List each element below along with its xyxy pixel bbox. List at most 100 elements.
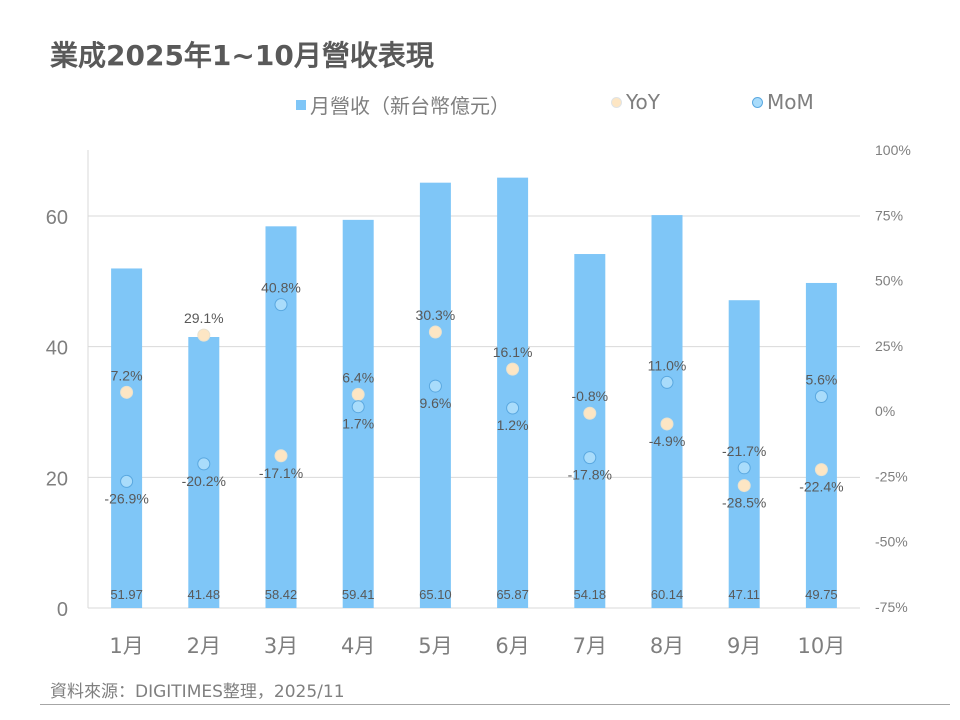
- y-tick-label: 60: [46, 207, 68, 229]
- legend: 月營收（新台幣億元） YoY MoM: [0, 90, 960, 118]
- x-tick-label: 9月: [727, 634, 761, 658]
- y2-tick-label: -75%: [875, 599, 908, 615]
- revenue-bar: [805, 282, 837, 608]
- mom-point: [274, 298, 288, 312]
- mom-point: [660, 375, 674, 389]
- yoy-value-label: 7.2%: [111, 367, 143, 383]
- revenue-value-label: 41.48: [188, 587, 221, 602]
- yoy-point: [274, 449, 288, 463]
- mom-point: [120, 474, 134, 488]
- revenue-bar: [419, 182, 451, 608]
- x-tick-label: 3月: [264, 634, 298, 658]
- y-tick-label: 20: [46, 468, 68, 490]
- yoy-value-label: 30.3%: [416, 307, 456, 323]
- revenue-value-label: 59.41: [342, 587, 375, 602]
- yoy-value-label: 6.4%: [342, 369, 374, 385]
- revenue-bar: [728, 300, 760, 608]
- mom-value-label: 1.7%: [342, 416, 374, 432]
- x-tick-label: 1月: [109, 634, 143, 658]
- x-tick-label: 8月: [650, 634, 684, 658]
- yoy-value-label: 16.1%: [493, 344, 533, 360]
- x-tick-label: 6月: [495, 634, 529, 658]
- mom-point: [428, 379, 442, 393]
- yoy-point: [583, 406, 597, 420]
- mom-point: [583, 451, 597, 465]
- footer-divider: [40, 704, 950, 705]
- mom-value-label: -17.8%: [568, 467, 612, 483]
- revenue-bar: [497, 177, 529, 608]
- revenue-value-label: 47.11: [728, 587, 760, 602]
- legend-label-mom: MoM: [767, 90, 814, 114]
- mom-point: [814, 390, 828, 404]
- y2-tick-label: 100%: [875, 142, 911, 158]
- yoy-point: [197, 328, 211, 342]
- revenue-bar: [342, 219, 374, 608]
- revenue-value-label: 54.18: [574, 587, 607, 602]
- mom-value-label: 40.8%: [261, 280, 301, 296]
- mom-point: [506, 401, 520, 415]
- chart-title: 業成2025年1~10月營收表現: [50, 39, 434, 72]
- revenue-bar: [651, 215, 683, 608]
- revenue-value-label: 65.87: [496, 587, 529, 602]
- y2-tick-label: 75%: [875, 207, 903, 223]
- legend-label-revenue: 月營收（新台幣億元）: [310, 94, 510, 118]
- yoy-value-label: -28.5%: [722, 495, 766, 511]
- bar-swatch-icon: [296, 99, 306, 110]
- x-tick-label: 7月: [573, 634, 607, 658]
- revenue-bar: [574, 254, 606, 609]
- yoy-value-label: -4.9%: [649, 433, 686, 449]
- revenue-value-label: 65.10: [419, 587, 452, 602]
- mom-value-label: -20.2%: [182, 473, 226, 489]
- legend-item-revenue: 月營收（新台幣億元）: [296, 90, 510, 119]
- yoy-point: [428, 325, 442, 339]
- mom-value-label: 11.0%: [648, 357, 687, 373]
- x-tick-label: 2月: [187, 634, 221, 658]
- legend-item-mom: MoM: [752, 90, 814, 114]
- mom-value-label: -26.9%: [104, 490, 148, 506]
- yoy-point: [660, 417, 674, 431]
- yoy-dot-icon: [611, 96, 622, 108]
- mom-value-label: 1.2%: [497, 417, 529, 433]
- y2-tick-label: 0%: [875, 403, 895, 419]
- yoy-point: [120, 385, 134, 399]
- y2-tick-label: 50%: [875, 273, 903, 289]
- revenue-value-label: 60.14: [651, 587, 684, 602]
- mom-point: [351, 400, 365, 414]
- mom-dot-icon: [752, 96, 763, 108]
- x-tick-label: 4月: [341, 634, 375, 658]
- yoy-point: [351, 387, 365, 401]
- revenue-labels: 51.97 41.48 58.42 59.41 65.10 65.87 54.18 60.14…: [110, 587, 837, 602]
- mom-value-label: 9.6%: [419, 395, 451, 411]
- revenue-bar: [111, 268, 143, 608]
- x-tick-label: 10月: [798, 634, 846, 658]
- yoy-point: [737, 479, 751, 493]
- revenue-bars: [111, 177, 837, 609]
- percent-points: 7.2% 29.1% -17.1% 6.4% 30.3% 16.1% -0.8% -4.9% -…: [104, 280, 843, 511]
- mom-value-label: -21.7%: [722, 443, 766, 459]
- y-tick-label: 40: [46, 338, 68, 360]
- source-note: 資料來源：DIGITIMES整理，2025/11: [50, 682, 345, 702]
- revenue-bar: [265, 226, 297, 608]
- revenue-value-label: 49.75: [805, 587, 838, 602]
- yoy-value-label: -17.1%: [259, 465, 303, 481]
- revenue-value-label: 51.97: [110, 587, 143, 602]
- y-tick-label: 0: [57, 599, 68, 621]
- yoy-point: [814, 463, 828, 477]
- legend-item-yoy: YoY: [611, 90, 660, 114]
- x-tick-label: 5月: [418, 634, 452, 658]
- revenue-value-label: 58.42: [265, 587, 298, 602]
- revenue-bar: [188, 336, 220, 608]
- mom-point: [197, 457, 211, 471]
- axes: 0 20 40 60 100% 75% 50% 25% 0% -25% -50% -75% 1月 2月 3月…: [46, 142, 911, 658]
- y2-tick-label: -25%: [875, 468, 908, 484]
- yoy-value-label: -0.8%: [572, 388, 609, 404]
- yoy-value-label: 29.1%: [184, 310, 224, 326]
- y2-tick-label: -50%: [875, 534, 908, 550]
- y2-tick-label: 25%: [875, 338, 903, 354]
- legend-label-yoy: YoY: [626, 90, 661, 114]
- yoy-value-label: -22.4%: [799, 479, 843, 495]
- mom-value-label: 5.6%: [805, 372, 837, 388]
- mom-point: [737, 461, 751, 475]
- yoy-point: [506, 362, 520, 376]
